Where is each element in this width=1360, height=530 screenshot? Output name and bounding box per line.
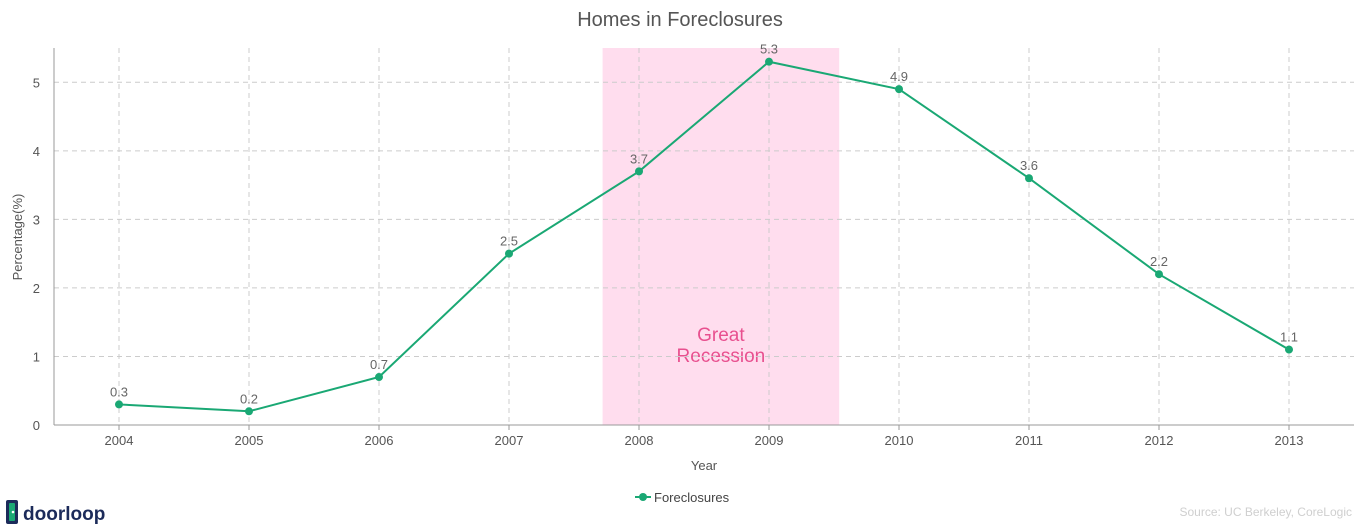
y-tick-label: 2	[33, 281, 40, 296]
y-tick-label: 3	[33, 212, 40, 227]
data-label: 1.1	[1280, 330, 1298, 345]
y-tick-label: 4	[33, 144, 40, 159]
data-label: 0.3	[110, 384, 128, 399]
data-label: 5.3	[760, 42, 778, 57]
data-label: 3.7	[630, 151, 648, 166]
x-tick-label: 2008	[625, 433, 654, 448]
chart-title: Homes in Foreclosures	[577, 9, 783, 31]
data-label: 4.9	[890, 69, 908, 84]
x-tick-label: 2007	[495, 433, 524, 448]
x-tick-label: 2012	[1145, 433, 1174, 448]
x-tick-label: 2011	[1015, 433, 1043, 448]
x-tick-label: 2006	[365, 433, 394, 448]
x-tick-label: 2004	[105, 433, 134, 448]
series-line-foreclosures	[118, 60, 1290, 413]
y-tick-label: 1	[33, 349, 40, 364]
legend-item-foreclosures: Foreclosures	[654, 490, 730, 505]
data-point	[245, 407, 253, 416]
legend[interactable]: Foreclosures	[635, 490, 730, 505]
logo: doorloop	[6, 500, 105, 525]
x-tick-label: 2009	[755, 433, 784, 448]
data-label: 2.5	[500, 234, 518, 249]
data-point	[1155, 270, 1163, 279]
data-point	[115, 400, 123, 409]
recession-band	[602, 48, 840, 425]
logo-text: doorloop	[23, 504, 105, 525]
data-label: 3.6	[1020, 158, 1038, 173]
data-point	[1025, 174, 1033, 183]
door-icon	[6, 500, 18, 524]
source-note: Source: UC Berkeley, CoreLogic	[1179, 505, 1352, 519]
data-label: 0.2	[240, 391, 258, 406]
x-tick-label: 2005	[235, 433, 264, 448]
y-tick-label: 0	[33, 418, 40, 433]
y-tick-label: 5	[33, 75, 40, 90]
x-tick-label: 2013	[1275, 433, 1304, 448]
data-point	[895, 85, 903, 94]
x-tick-label: 2010	[885, 433, 914, 448]
data-point	[505, 249, 513, 258]
data-label: 2.2	[1150, 254, 1168, 269]
data-point	[765, 57, 773, 66]
x-axis-label: Year	[691, 458, 718, 473]
data-label: 0.7	[370, 357, 388, 372]
data-point	[375, 373, 383, 382]
data-point	[635, 167, 643, 176]
y-axis-label: Percentage(%)	[10, 194, 25, 281]
data-point	[1285, 345, 1293, 354]
legend-marker	[639, 493, 647, 501]
